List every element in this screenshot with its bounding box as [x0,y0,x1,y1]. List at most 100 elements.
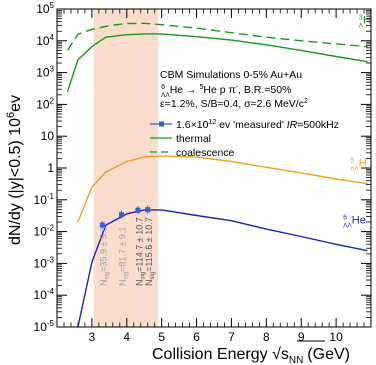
y-tick-base: 10 [34,256,48,270]
legend-entry-thermal: thermal [150,133,211,145]
y-tick-base: 10 [34,288,48,302]
x-tick-label: 5 [158,330,165,344]
curve-label-sup: 3 [359,14,363,21]
shaded-band [93,9,159,327]
curve-label: 6 ΛΛHe [343,214,366,229]
annotation: CBM Simulations 0-5% Au+Au 6 ΛΛHe → 5He p… [160,69,308,110]
curve-label-sub: ΛΛ [343,222,352,229]
legend-entry-coalescence: coalescence [150,147,235,159]
y-tick-exp: -4 [47,287,55,296]
data-point [135,207,141,213]
y-tick-label: 104 [36,33,54,48]
nsig-label: Nsig=114.7 ± 10.7 [135,217,147,286]
series-line-he5l [77,155,368,223]
annotation-line3: ε=1.2%, S/B=0.4, σ=2.6 MeV/c2 [160,98,308,110]
annotation-line2-c: , B.R.=50% [238,84,291,96]
y-tick-exp: 3 [50,65,55,74]
y-tick-exp: -1 [47,192,55,201]
data-point [119,212,125,218]
x-axis-label-sub: NN [289,355,303,365]
y-tick-label: 10-4 [34,287,55,302]
y-tick-label: 10-5 [34,319,55,334]
x-tick-label: 10 [329,330,343,344]
nsig-label-value: =35.9 ± 5.9 [98,227,108,272]
nsig-label: Nsig=81.7 ± 9.1 [118,227,130,286]
nsig-label-sub: sig [104,272,110,280]
legend-measured-sup: 12 [208,119,216,126]
legend-measured-tail: =500kHz [297,119,339,131]
y-axis-title: dN/dy (|y|<0.5) 106ev [5,95,24,245]
curve-label-base: H [363,14,371,26]
y-tick-label: 1 [47,161,54,175]
y-tick-base: 10 [41,129,55,143]
y-tick-exp: 2 [50,96,55,105]
curve-label-base: H [359,158,367,170]
annotation-line2-a: He → [170,84,200,96]
legend-measured-b: ev 'measured' [216,119,287,131]
legend-swatch-measured-marker [159,121,164,127]
x-tick-label: 3 [89,330,96,344]
x-tick-label: 4 [123,330,130,344]
curve-label-sup: 5 [350,158,354,165]
x-tick-label: 7 [228,330,235,344]
data-point [99,222,105,228]
y-tick-exp: -5 [47,319,55,328]
annotation-line3-sup: 2 [304,98,308,105]
annotation-line2-b: He p π [203,84,235,96]
nsig-label-n: N [118,280,128,287]
x-axis-title: Collision Energy √sNN (GeV) [152,340,350,365]
series-line-he3l_thermal [66,33,368,92]
y-tick-label: 10-1 [34,192,55,207]
y-tick-base: 10 [36,2,50,16]
x-tick-label: 9 [298,330,305,344]
annotation-line2-sup: 6 [161,84,165,91]
data-point [145,207,151,213]
y-tick-label: 103 [36,65,54,80]
x-axis-label: Collision Energy √sNN (GeV) [152,346,350,365]
y-axis-label-main: dN/dy (|y|<0.5) 10 [7,118,24,245]
curve-label-base: He [352,214,366,226]
y-axis-label-unit: ev [7,95,24,112]
y-axis-label: dN/dy (|y|<0.5) 106ev [5,95,24,245]
legend-measured-ital: IR [287,119,298,131]
nsig-label-value: =81.7 ± 9.1 [118,227,128,272]
nsig-label: Nsig=115.6 ± 10.7 [144,217,156,286]
x-tick-label: 6 [193,330,200,344]
annotation-line3-main: ε=1.2%, S/B=0.4, σ=2.6 MeV/c [160,98,304,110]
curve-layer [66,22,368,328]
annotation-line2: 6 ΛΛHe → 5He p π-, B.R.=50% [161,84,291,99]
nsig-label-sub: sig [124,272,130,280]
curve-label-sub: ΛΛ [350,166,359,173]
annotation-line1: CBM Simulations 0-5% Au+Au [160,69,302,81]
annotation-line2-sub: ΛΛ [161,92,170,99]
x-tick-label: 8 [263,330,270,344]
x-axis-label-math: √s [272,346,289,363]
y-tick-base: 10 [34,225,48,239]
x-axis-label-main: Collision Energy [152,346,268,363]
nsig-label-sub: sig [150,272,156,280]
curve-label: 3 ΛH [359,14,371,29]
legend-label-coalescence: coalescence [176,147,235,159]
annotation-line2-sup3: - [236,84,239,91]
y-tick-exp: -2 [47,224,55,233]
y-tick-label: 10 [41,129,55,143]
x-axis-label-unit: (GeV) [307,346,350,363]
nsig-label-value: =115.6 ± 10.7 [144,217,154,272]
curve-label: 5 ΛΛH [350,158,367,173]
annotation-line2-sup2: 5 [199,84,203,91]
y-tick-label: 10-3 [34,255,55,270]
legend: 1.6×1012 ev 'measured' IR=500kHz thermal… [150,119,339,159]
series-line-he6ll [77,209,368,328]
band-layer [93,9,159,327]
nsig-label-sub: sig [141,272,147,280]
nsig-label-n: N [144,280,154,287]
y-tick-base: 10 [34,320,48,334]
y-tick-base: 10 [34,193,48,207]
legend-measured-a: 1.6×10 [176,119,209,131]
y-tick-exp: 4 [50,33,55,42]
y-tick-label: 102 [36,96,54,111]
